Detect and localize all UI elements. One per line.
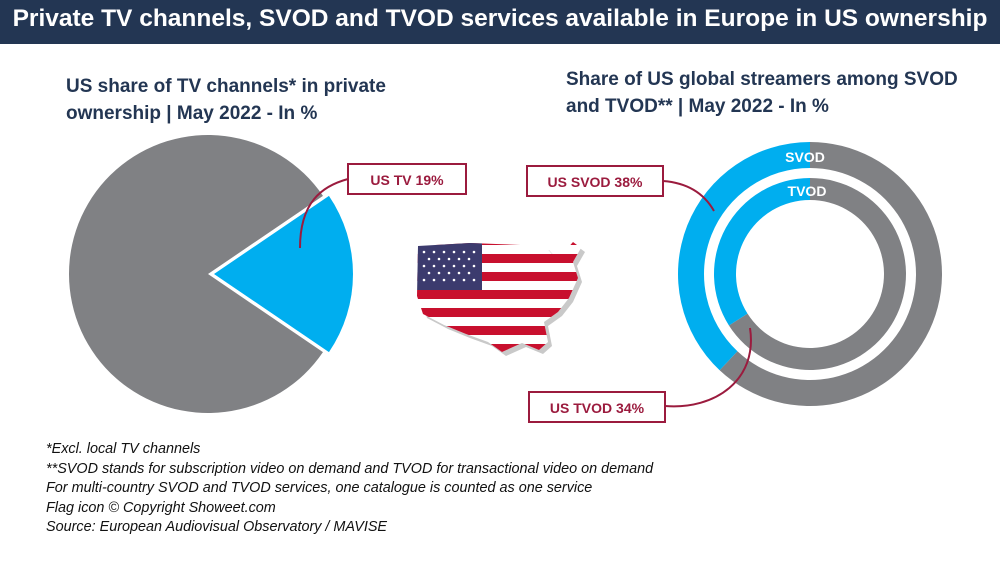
callout-us-svod-text: US SVOD 38% bbox=[548, 174, 643, 190]
ring-label-svod: SVOD bbox=[785, 149, 825, 165]
donut-chart: SVOD TVOD bbox=[678, 142, 943, 406]
pie-subtitle-line-2: ownership | May 2022 - In % bbox=[66, 103, 318, 124]
donut-ring-tvod-us bbox=[713, 178, 810, 326]
page-title: Private TV channels, SVOD and TVOD servi… bbox=[12, 5, 988, 32]
callout-us-tvod-text: US TVOD 34% bbox=[550, 400, 645, 416]
footnotes: *Excl. local TV channels **SVOD stands f… bbox=[46, 440, 653, 538]
callout-line-us-svod bbox=[662, 180, 715, 212]
callout-us-svod: US SVOD 38% bbox=[526, 165, 664, 197]
callout-us-tv-text: US TV 19% bbox=[370, 172, 444, 188]
donut-subtitle-line-1: Share of US global streamers among SVOD bbox=[566, 69, 958, 90]
callout-us-tv: US TV 19% bbox=[347, 163, 467, 195]
pie-chart-subtitle: US share of TV channels* in private owne… bbox=[66, 73, 386, 127]
donut-ring-svod-other bbox=[719, 142, 943, 406]
pie-subtitle-line-1: US share of TV channels* in private bbox=[66, 76, 386, 97]
callout-line-us-tvod bbox=[664, 327, 752, 408]
title-bar: Private TV channels, SVOD and TVOD servi… bbox=[0, 0, 1000, 44]
footnote-5: Source: European Audiovisual Observatory… bbox=[46, 519, 388, 535]
donut-chart-subtitle: Share of US global streamers among SVOD … bbox=[566, 66, 958, 120]
pie-chart bbox=[68, 135, 353, 414]
pie-slice-us-tv bbox=[214, 195, 353, 353]
footnote-3: For multi-country SVOD and TVOD services… bbox=[46, 480, 593, 496]
donut-subtitle-line-2: and TVOD** | May 2022 - In % bbox=[566, 96, 829, 117]
footnote-4: Flag icon © Copyright Showeet.com bbox=[46, 499, 276, 516]
pie-slice-other bbox=[68, 135, 323, 414]
footnote-1: *Excl. local TV channels bbox=[46, 441, 201, 457]
us-flag-map-icon bbox=[417, 242, 585, 356]
callout-us-tvod: US TVOD 34% bbox=[528, 391, 666, 423]
donut-ring-svod-us bbox=[678, 142, 810, 371]
ring-label-tvod: TVOD bbox=[788, 183, 827, 199]
footnote-2: **SVOD stands for subscription video on … bbox=[46, 460, 654, 477]
callout-line-us-tv bbox=[299, 178, 349, 249]
